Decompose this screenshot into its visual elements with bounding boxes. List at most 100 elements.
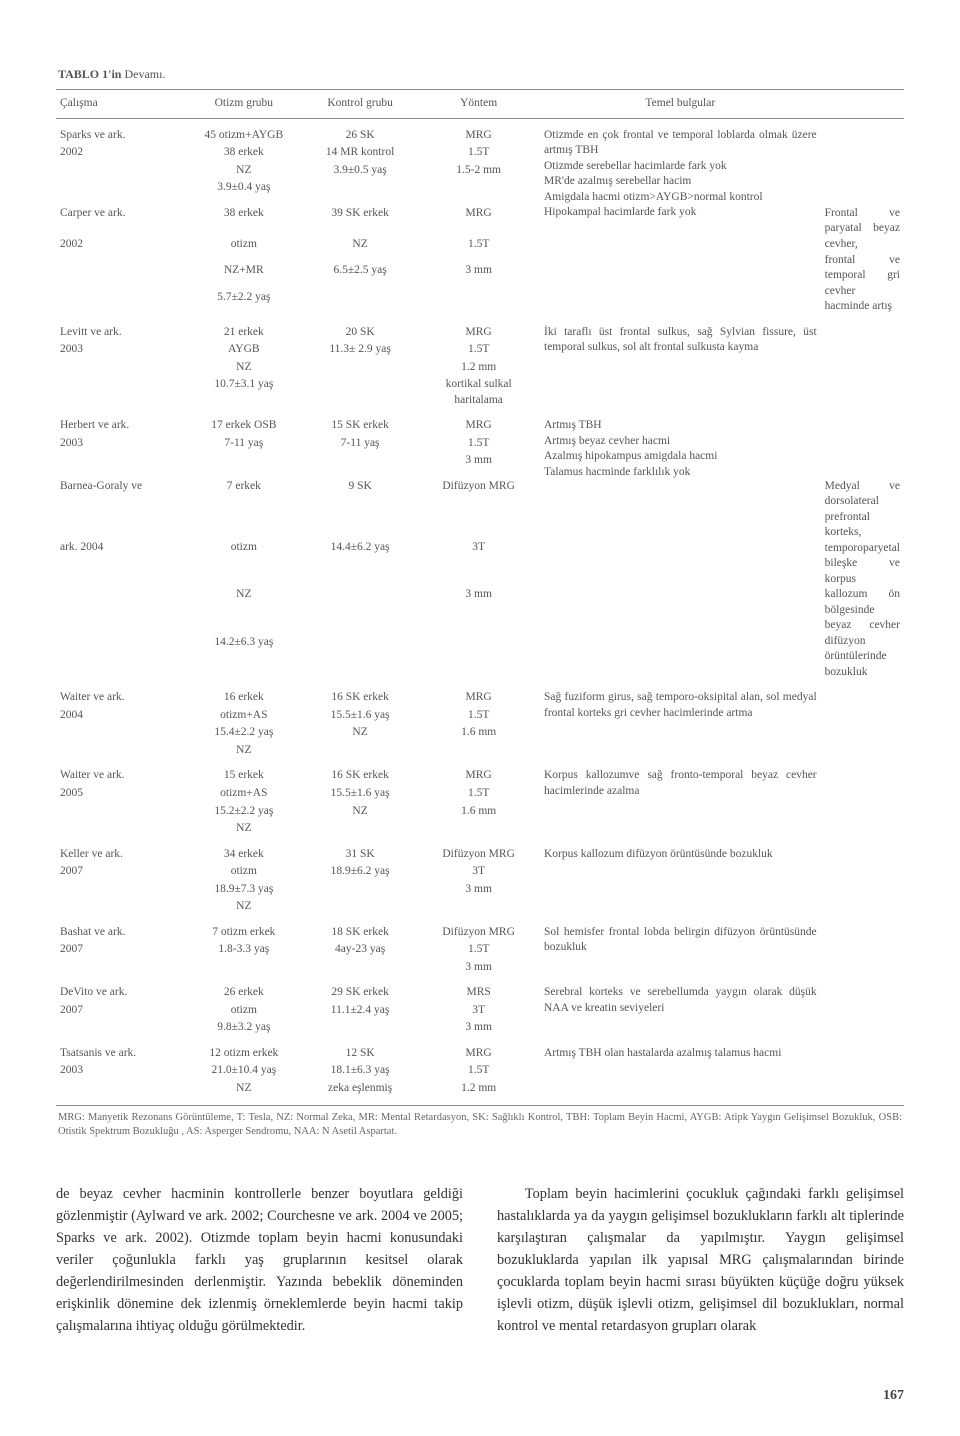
cell-study [56, 820, 185, 838]
th-autism: Otizm grubu [185, 90, 303, 119]
cell-autism: otizm+AS [185, 707, 303, 725]
cell-study: ark. 2004 [56, 539, 185, 587]
cell-finding: Serebral korteks ve serebellumda yaygın … [540, 976, 821, 1037]
cell-finding: Medyal ve dorsolateral prefrontal kortek… [821, 470, 904, 682]
table-row: NZ3 mm [56, 586, 904, 634]
cell-autism: NZ [185, 898, 303, 916]
cell-study: 2003 [56, 435, 185, 453]
cell-control: 7-11 yaş [303, 435, 417, 453]
table-row: Levitt ve ark.21 erkek20 SKMRGİki tarafl… [56, 316, 904, 342]
table-footnote: MRG: Manyetik Rezonans Görüntüleme, T: T… [56, 1106, 904, 1138]
cell-control: NZ [303, 236, 417, 263]
cell-method: 1.5T [417, 941, 540, 959]
table-row: Waiter ve ark.15 erkek16 SK erkekMRGKorp… [56, 759, 904, 785]
cell-control [303, 634, 417, 682]
cell-method: 3 mm [417, 1019, 540, 1037]
table-row: Bashat ve ark.7 otizm erkek18 SK erkekDi… [56, 916, 904, 942]
cell-autism: 14.2±6.3 yaş [185, 634, 303, 682]
cell-control: 16 SK erkek [303, 681, 417, 707]
cell-finding: Korpus kallozumve sağ fronto-temporal be… [540, 759, 821, 837]
cell-control [303, 742, 417, 760]
cell-method: MRG [417, 316, 540, 342]
body-col-2: Toplam beyin hacimlerini çocukluk çağınd… [497, 1183, 904, 1338]
cell-method: 1.5T [417, 1062, 540, 1080]
cell-autism: 10.7±3.1 yaş [185, 376, 303, 409]
cell-method: 3 mm [417, 586, 540, 634]
cell-method: MRG [417, 118, 540, 144]
cell-study [56, 634, 185, 682]
cell-autism: otizm+AS [185, 785, 303, 803]
cell-control: 39 SK erkek [303, 197, 417, 236]
cell-autism: 15.4±2.2 yaş [185, 724, 303, 742]
cell-method: kortikal sulkal haritalama [417, 376, 540, 409]
cell-study [56, 803, 185, 821]
cell-control [303, 959, 417, 977]
cell-study [56, 452, 185, 470]
cell-method: 3 mm [417, 452, 540, 470]
cell-study: 2005 [56, 785, 185, 803]
cell-control: 15 SK erkek [303, 409, 417, 435]
cell-autism: 18.9±7.3 yaş [185, 881, 303, 899]
cell-study: Sparks ve ark. [56, 118, 185, 144]
table-header-row: Çalışma Otizm grubu Kontrol grubu Yöntem… [56, 90, 904, 119]
cell-control [303, 179, 417, 197]
cell-study: 2007 [56, 941, 185, 959]
cell-control: 9 SK [303, 470, 417, 539]
cell-control [303, 452, 417, 470]
cell-autism: otizm [185, 539, 303, 587]
cell-control: NZ [303, 724, 417, 742]
cell-autism: 1.8-3.3 yaş [185, 941, 303, 959]
cell-autism: 34 erkek [185, 838, 303, 864]
table-row: Sparks ve ark.45 otizm+AYGB26 SKMRGOtizm… [56, 118, 904, 144]
cell-autism: NZ [185, 1080, 303, 1106]
cell-control: 14.4±6.2 yaş [303, 539, 417, 587]
cell-method: 1.2 mm [417, 1080, 540, 1106]
cell-study [56, 724, 185, 742]
cell-control: 20 SK [303, 316, 417, 342]
cell-study [56, 262, 185, 289]
cell-study: Carper ve ark. [56, 197, 185, 236]
cell-control: 31 SK [303, 838, 417, 864]
cell-method [417, 634, 540, 682]
cell-control: 12 SK [303, 1037, 417, 1063]
cell-study [56, 586, 185, 634]
cell-control [303, 376, 417, 409]
cell-study [56, 742, 185, 760]
cell-method: 1.6 mm [417, 803, 540, 821]
cell-method: 3T [417, 539, 540, 587]
cell-method: 1.5T [417, 144, 540, 162]
cell-control: 11.3± 2.9 yaş [303, 341, 417, 359]
cell-method: 1.5T [417, 707, 540, 725]
th-study: Çalışma [56, 90, 185, 119]
cell-study: Herbert ve ark. [56, 409, 185, 435]
cell-control: 29 SK erkek [303, 976, 417, 1002]
cell-autism: 9.8±3.2 yaş [185, 1019, 303, 1037]
cell-control: 18 SK erkek [303, 916, 417, 942]
cell-study: Levitt ve ark. [56, 316, 185, 342]
body-col-1: de beyaz cevher hacminin kontrollerle be… [56, 1183, 463, 1338]
cell-study: Keller ve ark. [56, 838, 185, 864]
cell-control: 6.5±2.5 yaş [303, 262, 417, 289]
cell-method: MRG [417, 1037, 540, 1063]
table-row: Keller ve ark.34 erkek31 SKDifüzyon MRGK… [56, 838, 904, 864]
cell-autism: otizm [185, 1002, 303, 1020]
cell-control [303, 820, 417, 838]
cell-finding: Korpus kallozum difüzyon örüntüsünde boz… [540, 838, 821, 916]
cell-autism: NZ [185, 742, 303, 760]
cell-study: 2002 [56, 236, 185, 263]
cell-study [56, 376, 185, 409]
table-row: 14.2±6.3 yaş [56, 634, 904, 682]
cell-autism: NZ [185, 162, 303, 180]
cell-method: 1.2 mm [417, 359, 540, 377]
th-findings: Temel bulgular [540, 90, 821, 119]
cell-autism: NZ [185, 820, 303, 838]
cell-method [417, 820, 540, 838]
cell-autism: NZ+MR [185, 262, 303, 289]
cell-study: 2004 [56, 707, 185, 725]
cell-method: 1.6 mm [417, 724, 540, 742]
cell-control [303, 1019, 417, 1037]
cell-study: Bashat ve ark. [56, 916, 185, 942]
cell-control: 15.5±1.6 yaş [303, 785, 417, 803]
cell-control: 18.9±6.2 yaş [303, 863, 417, 881]
cell-autism: 38 erkek [185, 197, 303, 236]
